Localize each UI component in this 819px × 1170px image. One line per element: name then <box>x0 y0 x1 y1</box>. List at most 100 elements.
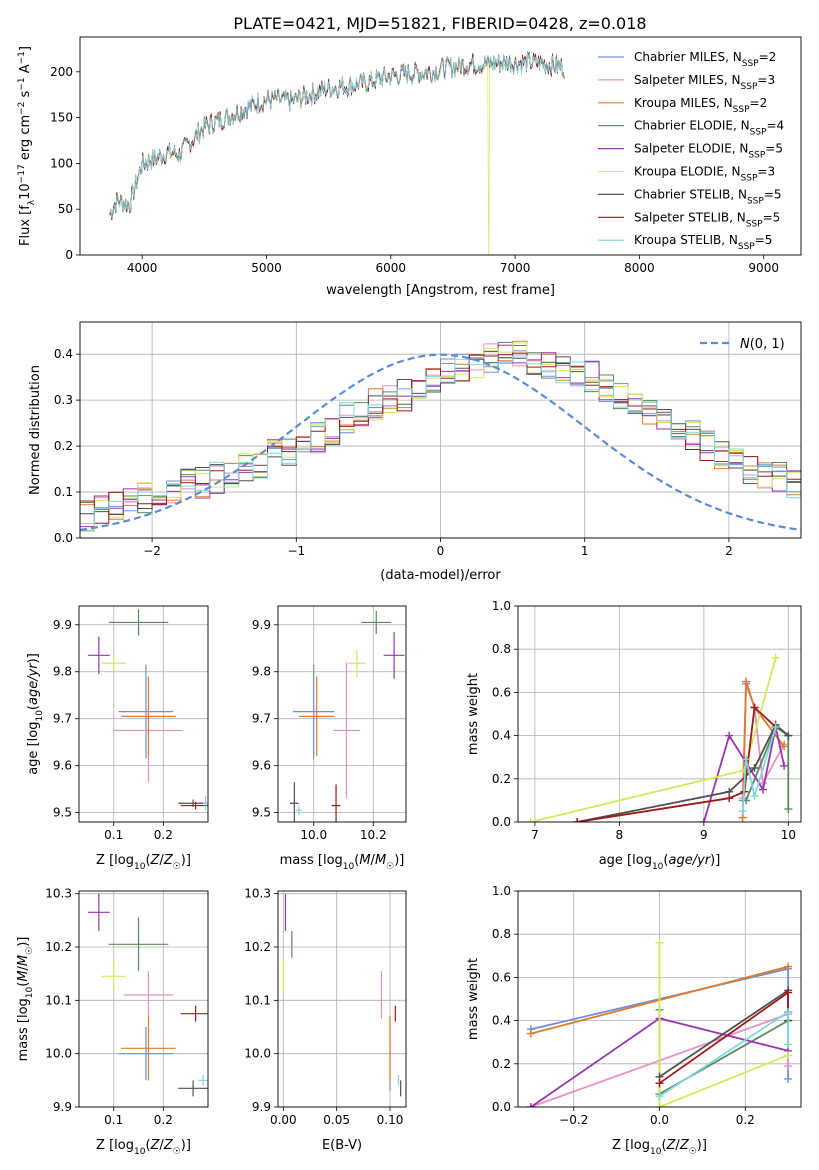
weight-line <box>741 681 785 818</box>
residual-histogram <box>80 356 801 538</box>
spectrum-line <box>109 52 565 218</box>
x-tick-label: 0.05 <box>323 1113 350 1127</box>
y-tick-label: 0.8 <box>492 642 511 656</box>
x-tick-label: 9000 <box>748 261 779 275</box>
axes-frame <box>79 36 802 256</box>
plot-area <box>80 340 801 538</box>
spectrum-line <box>109 51 565 220</box>
x-tick-label: 8 <box>616 828 624 842</box>
plot-area <box>87 893 208 1097</box>
spectrum-line <box>109 52 565 219</box>
y-tick-label: 0.0 <box>54 531 73 545</box>
y-axis-label: Normed distribution <box>28 365 43 495</box>
x-tick-label: −1 <box>287 544 305 558</box>
residual-histogram <box>80 352 801 538</box>
x-tick-label: 0.2 <box>736 1113 755 1127</box>
legend-entry: Salpeter ELODIE, NSSP=5 <box>634 142 783 161</box>
legend-entry: Chabrier STELIB, NSSP=5 <box>634 187 782 206</box>
axes-age_vs_mass: 10.0 10.2 9.5 9.6 9.7 9.8 9.9 mass [log10(M/M☉)… <box>252 605 407 872</box>
spectrum-line <box>109 51 565 255</box>
x-tick-label: 8000 <box>624 261 655 275</box>
plot-area <box>289 610 405 822</box>
x-tick-label: 10.0 <box>300 828 327 842</box>
plot-area <box>526 938 793 1107</box>
spectrum-line <box>109 51 565 219</box>
y-axis-label: age [log10(age/yr)] <box>26 653 45 775</box>
x-tick-label: 10.2 <box>360 828 387 842</box>
plot-area <box>282 893 402 1097</box>
y-tick-label: 10.2 <box>45 940 72 954</box>
x-axis-label: E(B-V) <box>322 1138 362 1153</box>
legend: Chabrier MILES, NSSP=2 Salpeter MILES, NS… <box>598 50 784 252</box>
axes-age_vs_Z: 0.1 0.2 9.5 9.6 9.7 9.8 9.9 Z [log10(Z/Z☉)] age … <box>26 605 209 872</box>
axes-frame <box>517 605 802 823</box>
legend-entry: Kroupa MILES, NSSP=2 <box>634 96 767 115</box>
y-tick-label: 50 <box>58 202 73 216</box>
axes-frame <box>277 890 407 1108</box>
y-tick-label: 9.5 <box>53 806 72 820</box>
residual-histogram <box>80 355 801 538</box>
x-tick-label: 0.00 <box>270 1113 297 1127</box>
x-tick-label: 0.0 <box>650 1113 669 1127</box>
x-tick-label: 0.2 <box>154 1113 173 1127</box>
x-tick-label: 7 <box>531 828 539 842</box>
y-tick-label: 10.1 <box>45 993 72 1007</box>
axes-frame <box>78 890 209 1108</box>
axes-frame <box>277 605 407 823</box>
x-axis-label: Z [log10(Z/Z☉)] <box>612 1138 707 1157</box>
y-tick-label: 0.4 <box>54 347 73 361</box>
y-tick-label: 0 <box>65 248 73 262</box>
axes-mass_vs_Z: 0.1 0.2 9.9 10.0 10.1 10.2 10.3 Z [log10(Z/Z☉)]… <box>16 887 209 1157</box>
y-tick-label: 0.2 <box>492 1057 511 1071</box>
x-tick-label: 5000 <box>251 261 282 275</box>
y-tick-label: 10.3 <box>244 887 271 901</box>
y-tick-label: 9.7 <box>53 712 72 726</box>
y-tick-label: 0.0 <box>492 1100 511 1114</box>
y-tick-label: 10.0 <box>45 1047 72 1061</box>
plot-area <box>526 653 793 822</box>
x-axis-label: age [log10(age/yr)] <box>599 853 721 872</box>
y-tick-label: 10.0 <box>244 1047 271 1061</box>
legend-entry: Kroupa STELIB, NSSP=5 <box>634 233 772 252</box>
figure-title: PLATE=0421, MJD=51821, FIBERID=0428, z=0… <box>233 14 646 33</box>
y-tick-label: 1.0 <box>492 884 511 898</box>
x-tick-label: 6000 <box>376 261 407 275</box>
x-axis-label: Z [log10(Z/Z☉)] <box>96 853 191 872</box>
y-tick-label: 9.7 <box>252 712 271 726</box>
spectrum-line <box>109 53 565 219</box>
spectrum-line <box>109 52 565 218</box>
legend-entry: Kroupa ELODIE, NSSP=3 <box>634 165 775 184</box>
y-tick-label: 10.2 <box>244 940 271 954</box>
y-tick-label: 0.4 <box>492 1014 511 1028</box>
x-axis-label: (data-model)/error <box>380 568 501 583</box>
x-axis-label: wavelength [Angstrom, rest frame] <box>326 283 555 298</box>
y-tick-label: 100 <box>50 156 73 170</box>
weight-line <box>741 726 777 812</box>
axes-weight_vs_Z: −0.2 0.0 0.2 0.0 0.2 0.4 0.6 0.8 1.0 Z [log10(Z/Z… <box>466 884 802 1157</box>
weight-line <box>658 990 789 1084</box>
legend-entry: N(0, 1) <box>740 337 785 352</box>
axes-mass_vs_ebv: 0.00 0.05 0.10 9.9 10.0 10.1 10.2 10.3 E(B-V) <box>244 887 407 1153</box>
y-tick-label: 10.3 <box>45 887 72 901</box>
y-tick-label: 9.9 <box>252 1100 271 1114</box>
y-tick-label: 9.5 <box>252 806 271 820</box>
x-axis-label: mass [log10(M/M☉)] <box>280 853 405 872</box>
x-tick-label: 4000 <box>127 261 158 275</box>
weight-line <box>658 942 789 1107</box>
y-tick-label: 9.6 <box>252 759 271 773</box>
y-axis-label: mass [log10(M/M☉)] <box>16 937 35 1062</box>
y-axis-label: mass weight <box>466 958 481 1040</box>
y-tick-label: 0.4 <box>492 729 511 743</box>
y-tick-label: 0.0 <box>492 815 511 829</box>
y-tick-label: 9.6 <box>53 759 72 773</box>
y-axis-label: mass weight <box>466 673 481 755</box>
y-tick-label: 10.1 <box>244 993 271 1007</box>
plot-area <box>109 51 565 255</box>
y-tick-label: 0.8 <box>492 927 511 941</box>
plot-area <box>87 609 208 811</box>
x-tick-label: 0.2 <box>154 828 173 842</box>
x-tick-label: 0.10 <box>377 1113 404 1127</box>
x-tick-label: 1 <box>581 544 589 558</box>
x-tick-label: 7000 <box>500 261 531 275</box>
